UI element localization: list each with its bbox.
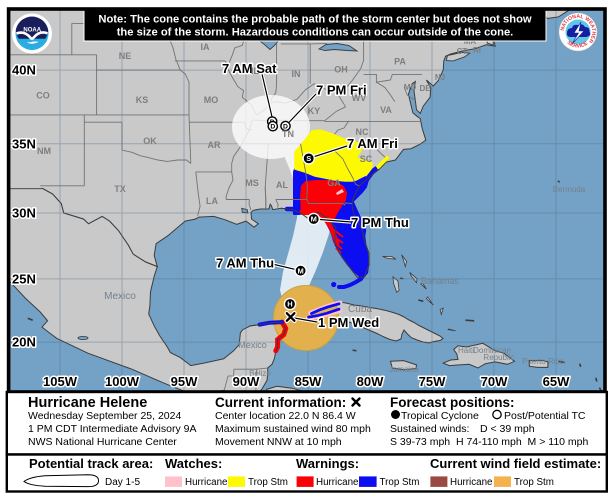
svg-text:90W: 90W bbox=[233, 374, 260, 389]
svg-text:PA: PA bbox=[394, 57, 406, 67]
svg-text:Jamaica: Jamaica bbox=[389, 365, 419, 374]
svg-text:Potential track area:: Potential track area: bbox=[29, 456, 153, 471]
svg-text:MD: MD bbox=[404, 83, 417, 92]
svg-text:7 AM Fri: 7 AM Fri bbox=[347, 136, 398, 151]
svg-text:Republic: Republic bbox=[483, 353, 514, 362]
svg-text:25N: 25N bbox=[12, 271, 36, 286]
svg-text:75W: 75W bbox=[419, 374, 446, 389]
svg-text:KS: KS bbox=[136, 95, 149, 105]
svg-text:H: H bbox=[287, 300, 292, 309]
svg-text:OK: OK bbox=[143, 136, 157, 146]
svg-text:RI: RI bbox=[473, 46, 481, 55]
svg-text:Puerto Rico: Puerto Rico bbox=[522, 357, 564, 366]
svg-text:7 PM Fri: 7 PM Fri bbox=[316, 83, 367, 98]
svg-text:Hurricane: Hurricane bbox=[185, 477, 228, 488]
svg-text:105W: 105W bbox=[43, 374, 78, 389]
svg-text:70W: 70W bbox=[481, 374, 508, 389]
svg-text:M: M bbox=[311, 215, 317, 224]
svg-text:NJ: NJ bbox=[435, 73, 445, 82]
svg-text:SERVICE: SERVICE bbox=[566, 40, 590, 50]
svg-text:LA: LA bbox=[206, 196, 218, 206]
svg-text:M: M bbox=[297, 266, 303, 275]
svg-text:WV: WV bbox=[352, 93, 367, 103]
svg-text:Tropical Cyclone: Tropical Cyclone bbox=[401, 410, 479, 422]
svg-text:MS: MS bbox=[245, 178, 259, 188]
svg-text:IL: IL bbox=[251, 66, 260, 76]
svg-text:Trop Stm: Trop Stm bbox=[380, 477, 420, 488]
svg-text:20N: 20N bbox=[12, 335, 36, 350]
svg-text:Day 1-5: Day 1-5 bbox=[105, 477, 140, 488]
svg-text:AR: AR bbox=[208, 140, 221, 150]
svg-text:CO: CO bbox=[36, 91, 50, 101]
svg-text:40N: 40N bbox=[12, 63, 36, 78]
svg-text:Trop Stm: Trop Stm bbox=[248, 477, 288, 488]
svg-text:VA: VA bbox=[380, 105, 392, 115]
svg-text:Belize: Belize bbox=[249, 369, 271, 378]
svg-text:Post/Potential TC: Post/Potential TC bbox=[504, 410, 586, 422]
svg-text:IN: IN bbox=[292, 69, 301, 79]
svg-text:Warnings:: Warnings: bbox=[296, 456, 359, 471]
svg-text:SC: SC bbox=[360, 154, 373, 164]
svg-text:NM: NM bbox=[37, 146, 51, 156]
svg-text:Movement NNW at 10 mph: Movement NNW at 10 mph bbox=[215, 436, 342, 448]
svg-text:Bahamas: Bahamas bbox=[421, 276, 460, 286]
svg-text:Hurricane: Hurricane bbox=[316, 477, 359, 488]
svg-text:Dominican: Dominican bbox=[473, 346, 511, 355]
svg-text:65W: 65W bbox=[543, 374, 570, 389]
svg-text:85W: 85W bbox=[295, 374, 322, 389]
svg-text:OH: OH bbox=[334, 65, 348, 75]
svg-text:1 PM Wed: 1 PM Wed bbox=[318, 315, 379, 330]
svg-text:the size of the storm. Hazardo: the size of the storm. Hazardous conditi… bbox=[117, 27, 514, 39]
svg-text:MO: MO bbox=[204, 95, 219, 105]
svg-text:95W: 95W bbox=[171, 374, 198, 389]
svg-text:NOAA: NOAA bbox=[23, 28, 41, 34]
svg-text:GA: GA bbox=[327, 178, 341, 188]
svg-text:Hurricane Helene: Hurricane Helene bbox=[28, 395, 147, 411]
svg-text:Current information:: Current information: bbox=[215, 395, 346, 410]
svg-text:Trop Stm: Trop Stm bbox=[514, 477, 554, 488]
svg-text:Mexico: Mexico bbox=[104, 291, 136, 302]
svg-text:NWS National Hurricane Center: NWS National Hurricane Center bbox=[28, 436, 177, 448]
svg-text:CT: CT bbox=[457, 47, 468, 56]
svg-text:D < 39 mph: D < 39 mph bbox=[480, 423, 535, 435]
svg-text:7 PM Thu: 7 PM Thu bbox=[351, 215, 409, 230]
svg-text:NC: NC bbox=[356, 127, 369, 137]
svg-text:Bermuda: Bermuda bbox=[553, 185, 586, 194]
svg-text:TX: TX bbox=[114, 184, 126, 194]
svg-text:KY: KY bbox=[308, 106, 321, 116]
svg-text:Watches:: Watches: bbox=[165, 456, 222, 471]
svg-text:S: S bbox=[306, 154, 311, 163]
svg-text:7 AM Thu: 7 AM Thu bbox=[216, 256, 274, 271]
svg-text:D: D bbox=[283, 123, 288, 130]
svg-text:Sustained winds:: Sustained winds: bbox=[390, 423, 469, 435]
svg-text:Wednesday September 25, 2024: Wednesday September 25, 2024 bbox=[28, 410, 181, 422]
svg-text:TN: TN bbox=[282, 129, 294, 139]
svg-text:AL: AL bbox=[276, 180, 288, 190]
svg-text:30N: 30N bbox=[12, 206, 36, 221]
svg-text:Forecast positions:: Forecast positions: bbox=[390, 395, 515, 410]
svg-text:Haiti: Haiti bbox=[458, 346, 474, 355]
svg-text:S 39-73 mph H 74-110 mph M >: S 39-73 mph H 74-110 mph M > 110 mph bbox=[390, 436, 589, 448]
svg-text:100W: 100W bbox=[105, 374, 140, 389]
svg-text:35N: 35N bbox=[12, 136, 36, 151]
svg-text:DE: DE bbox=[419, 84, 431, 93]
svg-text:Note: The cone contains the pr: Note: The cone contains the probable pat… bbox=[98, 14, 532, 26]
svg-text:80W: 80W bbox=[357, 374, 384, 389]
svg-text:1 PM CDT Intermediate Advisory: 1 PM CDT Intermediate Advisory 9A bbox=[28, 423, 196, 435]
svg-text:Cuba: Cuba bbox=[348, 304, 372, 315]
svg-text:Maximum sustained wind 80 mph: Maximum sustained wind 80 mph bbox=[215, 423, 371, 435]
svg-text:Current wind field estimate:: Current wind field estimate: bbox=[430, 456, 601, 471]
svg-text:NE: NE bbox=[119, 51, 132, 61]
svg-text:Mexico: Mexico bbox=[238, 340, 267, 350]
svg-text:Center location 22.0 N 86.4 W: Center location 22.0 N 86.4 W bbox=[215, 410, 356, 422]
svg-text:IA: IA bbox=[201, 42, 211, 52]
svg-text:7 AM Sat: 7 AM Sat bbox=[222, 61, 277, 76]
svg-text:D: D bbox=[270, 124, 275, 131]
svg-text:Hurricane: Hurricane bbox=[450, 477, 493, 488]
